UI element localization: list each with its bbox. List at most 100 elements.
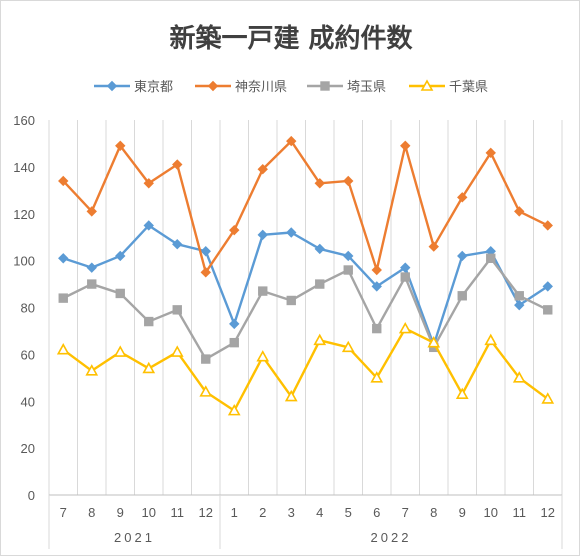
data-point xyxy=(258,286,268,296)
data-point xyxy=(542,281,553,292)
x-tick-label: 11 xyxy=(171,505,185,520)
data-point xyxy=(172,239,183,250)
legend-label: 千葉県 xyxy=(449,80,488,95)
data-point xyxy=(457,250,468,262)
x-tick-label: 1 xyxy=(231,505,238,520)
data-point xyxy=(400,262,411,273)
x-tick-label: 10 xyxy=(484,505,498,520)
data-point xyxy=(172,305,182,315)
x-tick-label: 5 xyxy=(345,505,352,520)
legend-item: 東京都 xyxy=(94,79,173,95)
x-tick-label: 12 xyxy=(541,505,555,520)
data-point xyxy=(400,140,411,151)
data-point xyxy=(170,345,184,357)
year-label: 2022 xyxy=(371,530,412,545)
data-point xyxy=(172,159,183,170)
series-2 xyxy=(58,253,553,364)
y-tick-label: 40 xyxy=(21,394,35,409)
data-point xyxy=(229,224,240,236)
x-tick-label: 10 xyxy=(142,505,156,520)
series-3 xyxy=(56,321,555,416)
data-point xyxy=(370,371,384,383)
y-tick-label: 120 xyxy=(13,207,35,222)
data-point xyxy=(543,305,553,315)
data-point xyxy=(286,295,296,306)
grid xyxy=(48,120,563,495)
series-line xyxy=(62,257,549,361)
data-point xyxy=(200,246,211,257)
series-1 xyxy=(58,135,553,278)
y-tick-label: 20 xyxy=(21,441,35,456)
legend-label: 埼玉県 xyxy=(347,80,386,95)
data-point xyxy=(201,354,211,364)
data-point xyxy=(371,281,382,292)
data-point xyxy=(315,279,325,289)
data-point xyxy=(427,336,441,348)
x-tick-label: 11 xyxy=(513,505,527,520)
data-point xyxy=(455,387,469,400)
data-point xyxy=(143,220,154,231)
x-tick-label: 2 xyxy=(259,505,266,520)
data-point xyxy=(313,333,327,346)
y-tick-label: 80 xyxy=(21,301,35,316)
data-point xyxy=(484,333,498,346)
data-point xyxy=(142,361,156,374)
chart-title: 新築一戸建 成約件数 xyxy=(169,23,413,54)
data-point xyxy=(486,253,496,263)
data-point xyxy=(428,241,439,252)
legend: 東京都 神奈川県 埼玉県 千葉県 xyxy=(94,79,488,95)
data-point xyxy=(115,250,126,262)
data-point xyxy=(343,265,353,275)
series-layer xyxy=(56,135,555,416)
data-point xyxy=(372,323,382,334)
legend-item: 埼玉県 xyxy=(307,80,386,95)
x-tick-label: 4 xyxy=(316,505,323,520)
x-tick-label: 9 xyxy=(117,505,124,520)
x-tick-label: 12 xyxy=(199,505,213,520)
legend-marker xyxy=(420,79,434,91)
data-point xyxy=(284,389,298,402)
data-point xyxy=(314,178,325,189)
data-point xyxy=(199,385,213,397)
data-point xyxy=(343,175,354,187)
x-tick-label: 9 xyxy=(459,505,466,520)
data-point xyxy=(115,140,126,151)
data-point xyxy=(514,299,525,311)
data-point xyxy=(56,343,70,355)
series-0 xyxy=(58,220,553,351)
series-line xyxy=(62,224,549,347)
data-point xyxy=(229,337,239,348)
x-tick-label: 3 xyxy=(288,505,295,520)
data-point xyxy=(227,403,241,416)
data-point xyxy=(144,316,154,327)
series-line xyxy=(62,327,549,412)
legend-marker xyxy=(106,80,118,92)
data-point xyxy=(286,227,297,238)
data-point xyxy=(457,291,467,301)
data-point xyxy=(542,220,553,231)
y-tick-label: 160 xyxy=(13,113,35,128)
legend-label: 神奈川県 xyxy=(235,80,287,95)
year-label: 2021 xyxy=(114,530,155,545)
data-point xyxy=(58,175,69,187)
x-tick-label: 7 xyxy=(60,505,67,520)
data-point xyxy=(58,293,68,303)
x-tick-label: 8 xyxy=(430,505,437,520)
series-line xyxy=(62,139,549,274)
data-point xyxy=(512,371,526,383)
data-point xyxy=(257,229,268,241)
data-point xyxy=(256,350,270,362)
y-tick-label: 0 xyxy=(28,488,35,503)
y-tick-label: 100 xyxy=(13,254,35,269)
legend-item: 千葉県 xyxy=(409,79,488,95)
x-tick-label: 7 xyxy=(402,505,409,520)
legend-label: 東京都 xyxy=(134,79,173,95)
data-point xyxy=(541,392,555,404)
data-point xyxy=(314,243,325,255)
data-point xyxy=(113,345,127,357)
data-point xyxy=(514,206,525,217)
data-point xyxy=(371,264,382,276)
x-tick-label: 6 xyxy=(373,505,380,520)
